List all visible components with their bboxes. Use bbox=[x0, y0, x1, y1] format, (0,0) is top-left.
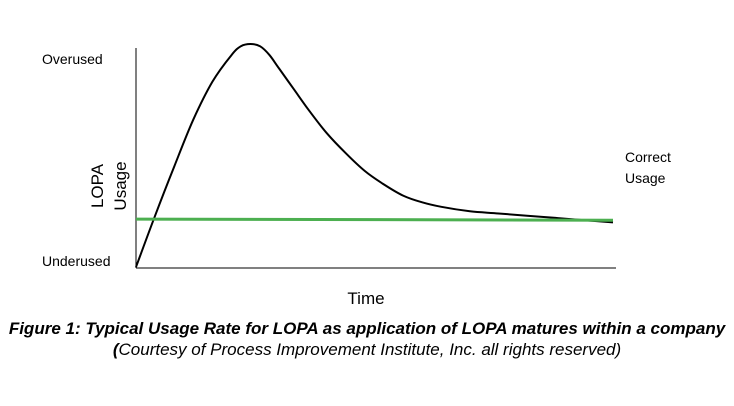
correct-usage-label-line1: Correct bbox=[625, 149, 671, 165]
y-axis-title-line2: Usage bbox=[111, 161, 130, 210]
y-axis-title-line1: LOPA bbox=[88, 163, 107, 208]
caption-title: Figure 1: Typical Usage Rate for LOPA as… bbox=[8, 319, 726, 359]
ytick-label-overused: Overused bbox=[42, 51, 103, 67]
ytick-label-underused: Underused bbox=[42, 253, 111, 269]
caption-credit: Courtesy of Process Improvement Institut… bbox=[118, 340, 622, 359]
correct-usage-label-line2: Usage bbox=[625, 170, 666, 186]
usage-curve bbox=[135, 42, 614, 268]
figure-caption: Figure 1: Typical Usage Rate for LOPA as… bbox=[0, 318, 734, 360]
correct-usage-line bbox=[135, 217, 614, 222]
usage-chart: Overused Underused LOPA Usage Time Corre… bbox=[42, 42, 671, 308]
x-axis-title: Time bbox=[347, 289, 384, 308]
